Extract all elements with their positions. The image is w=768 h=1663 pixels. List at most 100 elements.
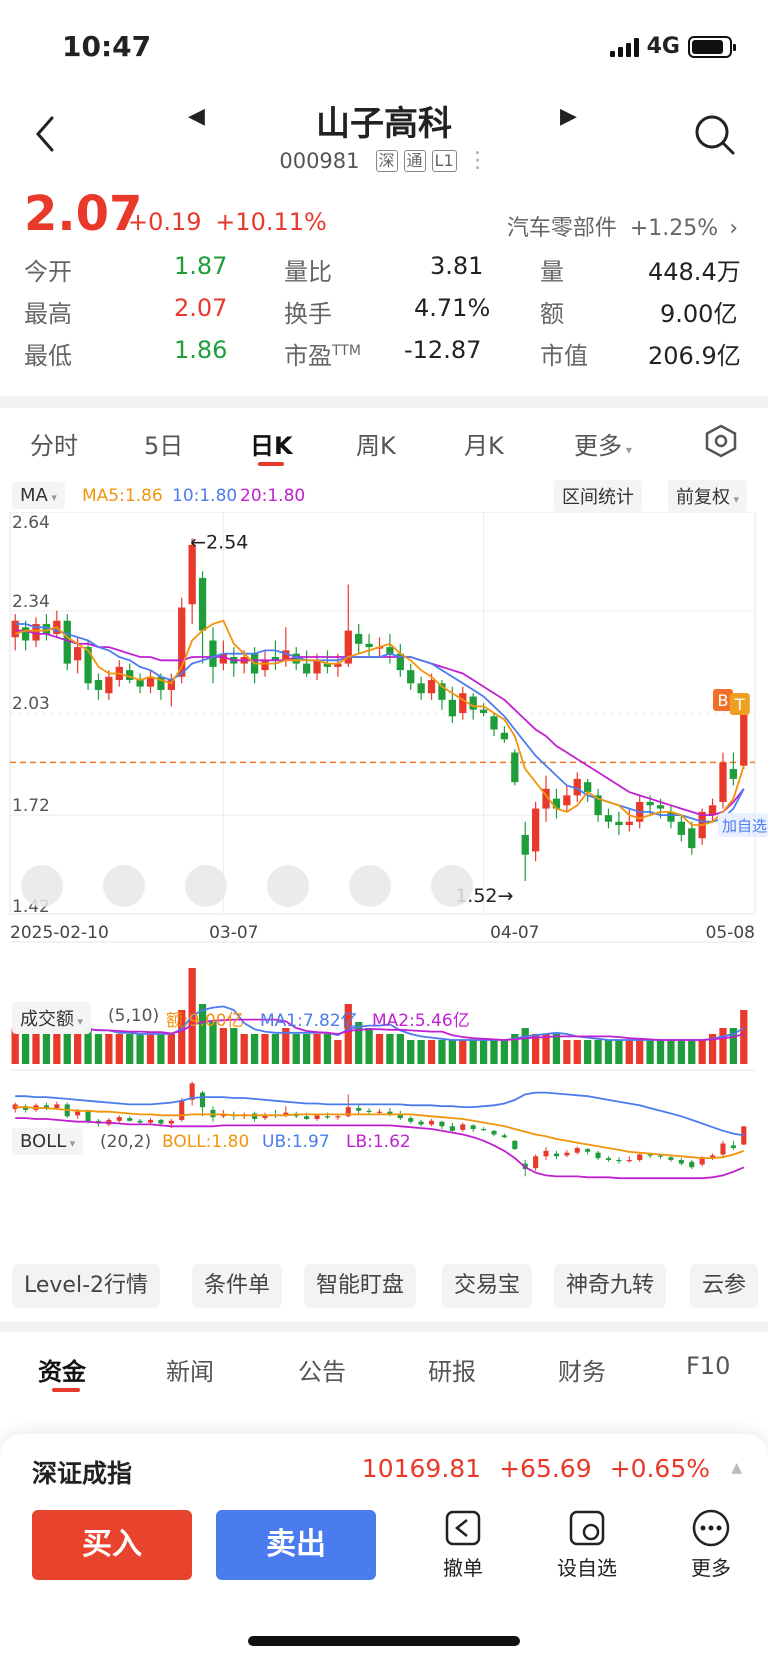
chart-settings-button[interactable] xyxy=(704,424,738,462)
price-candles xyxy=(11,538,748,882)
tab-more-label: 更多 xyxy=(574,432,622,460)
high-value: 2.07 xyxy=(174,294,228,322)
boll-ub-line xyxy=(15,1091,744,1137)
pe-label: 市盈TTM xyxy=(284,336,361,371)
prev-stock-button[interactable]: ◀ xyxy=(188,104,205,129)
candle-body xyxy=(323,663,332,667)
tab-daily-k[interactable]: 日K xyxy=(250,432,293,460)
section-divider xyxy=(0,1322,768,1332)
candle-body xyxy=(355,633,363,644)
more-dots-icon[interactable]: ⋮ xyxy=(466,148,489,173)
volume-bar xyxy=(667,1040,675,1064)
volume-ma1: MA1:7.82亿 xyxy=(260,1011,358,1031)
price-change: +0.19 +10.11% xyxy=(128,208,327,236)
connect-tag: 通 xyxy=(403,149,426,172)
tab-announcements[interactable]: 公告 xyxy=(298,1358,346,1386)
volume-bar xyxy=(84,1028,92,1064)
tab-5day[interactable]: 5日 xyxy=(144,432,184,460)
volume-bar xyxy=(625,1040,633,1064)
candle-body xyxy=(167,680,175,690)
volume-bar xyxy=(198,1004,207,1064)
more-actions-button[interactable]: 更多 xyxy=(666,1508,756,1581)
feature-smart-watch[interactable]: 智能盯盘 xyxy=(304,1264,417,1308)
search-button[interactable] xyxy=(694,114,736,156)
tab-f10[interactable]: F10 xyxy=(686,1352,731,1380)
candle-body xyxy=(105,676,113,694)
expand-up-icon[interactable]: ▲ xyxy=(731,1460,742,1476)
boll-params: (20,2) xyxy=(100,1132,152,1152)
volume-bar xyxy=(396,1034,404,1064)
feature-magic-nine[interactable]: 神奇九转 xyxy=(554,1264,667,1308)
candle-body xyxy=(719,762,727,802)
feature-cloud-ref[interactable]: 云参 xyxy=(690,1264,759,1308)
market-tag: 深 xyxy=(375,149,398,172)
ma-selector[interactable]: MA ▾ xyxy=(12,482,65,509)
index-name[interactable]: 深证成指 xyxy=(32,1459,133,1488)
candle-body xyxy=(84,647,92,684)
candle-body xyxy=(625,821,633,826)
volume-bar xyxy=(417,1040,425,1064)
cancel-order-button[interactable]: 撤单 xyxy=(418,1508,508,1581)
candle-body xyxy=(94,680,103,690)
boll-candle-body xyxy=(585,1149,591,1152)
tab-more[interactable]: 更多 ▾ xyxy=(574,426,632,461)
buy-button[interactable]: 买入 xyxy=(32,1510,192,1580)
tab-research[interactable]: 研报 xyxy=(428,1358,476,1386)
feature-conditional-order[interactable]: 条件单 xyxy=(192,1264,283,1308)
open-value: 1.87 xyxy=(174,252,228,280)
chevron-right-icon: › xyxy=(729,216,738,241)
sector-link[interactable]: 汽车零部件 +1.25% › xyxy=(507,210,738,242)
volume-bar xyxy=(584,1040,592,1064)
range-stat-button[interactable]: 区间统计 xyxy=(554,480,642,512)
tab-financials[interactable]: 财务 xyxy=(558,1358,606,1386)
boll-indicator-selector[interactable]: BOLL ▾ xyxy=(12,1128,84,1155)
candle-body xyxy=(729,769,738,779)
feature-trade-treasure[interactable]: 交易宝 xyxy=(442,1264,533,1308)
candle-body xyxy=(282,650,290,661)
tab-weekly-k[interactable]: 周K xyxy=(356,432,396,460)
adjust-selector[interactable]: 前复权 ▾ xyxy=(668,480,748,512)
volume-params: (5,10) xyxy=(108,1006,160,1026)
sell-marker-text: T xyxy=(734,695,745,714)
sell-button[interactable]: 卖出 xyxy=(216,1510,376,1580)
candle-body xyxy=(604,815,613,822)
candle-body xyxy=(552,798,561,809)
low-value: 1.86 xyxy=(174,336,228,364)
feature-level2[interactable]: Level-2行情 xyxy=(12,1264,161,1308)
candle-body xyxy=(563,795,571,806)
chart-nav-controls[interactable] xyxy=(21,865,473,907)
active-tab-underline xyxy=(258,462,284,466)
cap-value: 206.9亿 xyxy=(648,342,741,370)
candle-body xyxy=(646,801,654,806)
volume-bar xyxy=(688,1040,696,1064)
candle-body xyxy=(740,699,748,766)
candle-body xyxy=(688,828,696,849)
add-watch-button[interactable]: 设自选 xyxy=(542,1508,632,1581)
tab-monthly-k[interactable]: 月K xyxy=(464,432,504,460)
boll-indicator-label: BOLL xyxy=(20,1131,67,1152)
candle-body xyxy=(178,607,186,677)
volume-bar xyxy=(32,1034,40,1064)
boll-lb-line xyxy=(15,1117,745,1180)
volume-bar xyxy=(469,1040,477,1064)
cancel-order-icon xyxy=(445,1510,481,1546)
boll-candle-body xyxy=(512,1140,518,1150)
tab-funds[interactable]: 资金 xyxy=(38,1358,86,1386)
more-dots-icon xyxy=(692,1509,730,1547)
tab-intraday[interactable]: 分时 xyxy=(30,432,78,460)
candle-body xyxy=(209,640,217,667)
volume-bar xyxy=(531,1034,540,1064)
candle-body xyxy=(573,778,581,796)
tab-news[interactable]: 新闻 xyxy=(166,1358,214,1386)
candle-body xyxy=(531,808,540,852)
volume-bar xyxy=(656,1040,665,1064)
ma5-legend: MA5:1.86 xyxy=(82,486,163,506)
active-tab-underline xyxy=(52,1388,80,1392)
next-stock-button[interactable]: ▶ xyxy=(560,104,577,129)
hexagon-settings-icon xyxy=(705,424,737,458)
volume-indicator-selector[interactable]: 成交额 ▾ xyxy=(12,1002,92,1034)
caret-down-icon: ▾ xyxy=(74,1015,84,1028)
back-button[interactable] xyxy=(28,112,68,156)
vol-value: 448.4万 xyxy=(648,258,741,286)
